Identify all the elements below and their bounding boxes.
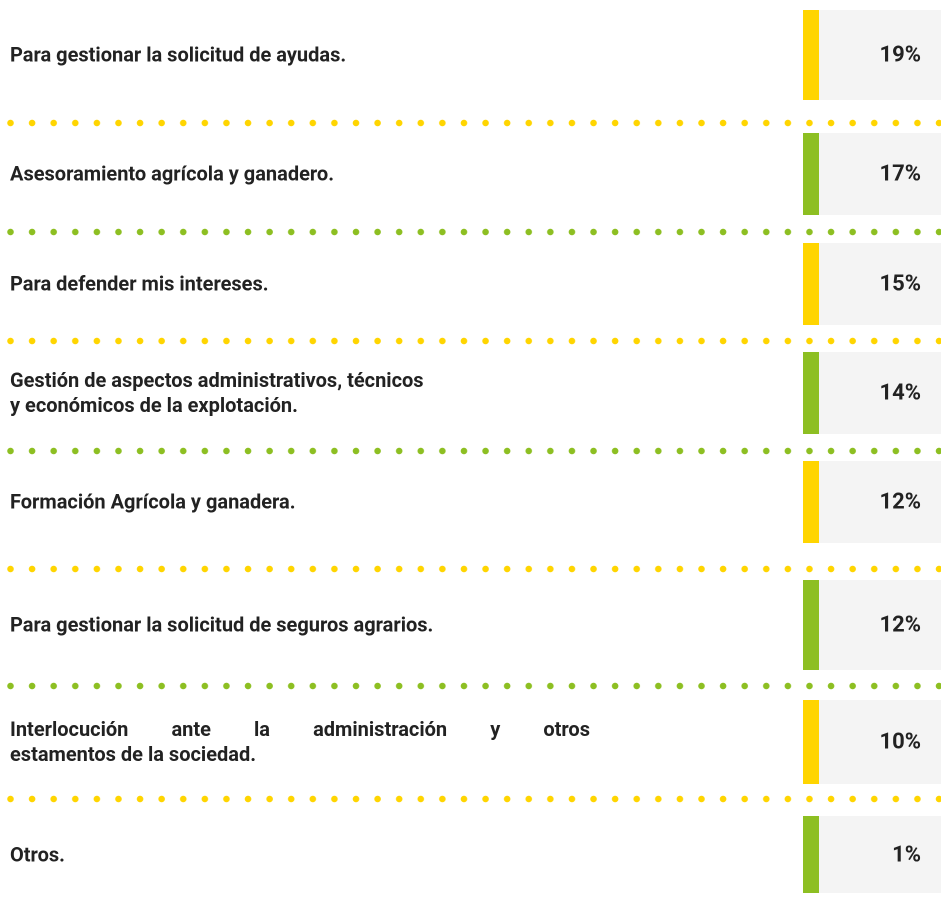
accent-bar	[803, 580, 819, 670]
percentage: 12%	[879, 489, 921, 515]
dotted-separator	[0, 447, 941, 455]
accent-bar	[803, 816, 819, 893]
value-box: 10%	[803, 700, 941, 784]
label-line: Asesoramiento agrícola y ganadero.	[10, 161, 335, 186]
value-box: 14%	[803, 352, 941, 434]
accent-bar	[803, 700, 819, 784]
accent-bar	[803, 243, 819, 325]
dotted-separator	[0, 337, 941, 345]
dotted-separator	[0, 682, 941, 690]
value-box: 17%	[803, 133, 941, 215]
label-line: Formación Agrícola y ganadera.	[10, 489, 296, 514]
row-label: Interlocución ante la administración y o…	[10, 717, 590, 767]
value-box: 15%	[803, 243, 941, 325]
row-label: Formación Agrícola y ganadera.	[10, 490, 590, 515]
percentage: 14%	[879, 380, 921, 406]
label-line: Para defender mis intereses.	[10, 271, 269, 296]
accent-bar	[803, 461, 819, 543]
row-label: Otros.	[10, 842, 590, 867]
percentage: 15%	[879, 271, 921, 297]
accent-bar	[803, 10, 819, 100]
label-line: Otros.	[10, 842, 65, 866]
percentage: 17%	[879, 161, 921, 187]
value-box: 19%	[803, 10, 941, 100]
percentage: 1%	[892, 842, 921, 867]
row-label: Asesoramiento agrícola y ganadero.	[10, 162, 590, 187]
label-line: Para gestionar la solicitud de seguros a…	[10, 612, 434, 637]
dotted-separator	[0, 565, 941, 573]
value-box: 1%	[803, 816, 941, 893]
label-line: estamentos de la sociedad.	[10, 742, 257, 766]
label-line: y económicos de la explotación.	[10, 393, 298, 417]
label-line: Gestión de aspectos administrativos, téc…	[10, 368, 424, 392]
dotted-separator	[0, 119, 941, 127]
label-line: Para gestionar la solicitud de ayudas.	[10, 42, 347, 67]
percentage: 19%	[879, 42, 921, 68]
label-line: Interlocución ante la administración y o…	[10, 717, 590, 741]
dotted-separator	[0, 228, 941, 236]
value-box: 12%	[803, 461, 941, 543]
percentage: 12%	[879, 612, 921, 638]
percentage: 10%	[879, 729, 921, 755]
row-label: Gestión de aspectos administrativos, téc…	[10, 368, 590, 418]
row-label: Para gestionar la solicitud de seguros a…	[10, 613, 590, 638]
row-label: Para gestionar la solicitud de ayudas.	[10, 43, 590, 68]
row-label: Para defender mis intereses.	[10, 272, 590, 297]
dotted-separator	[0, 795, 941, 803]
accent-bar	[803, 133, 819, 215]
value-box: 12%	[803, 580, 941, 670]
accent-bar	[803, 352, 819, 434]
